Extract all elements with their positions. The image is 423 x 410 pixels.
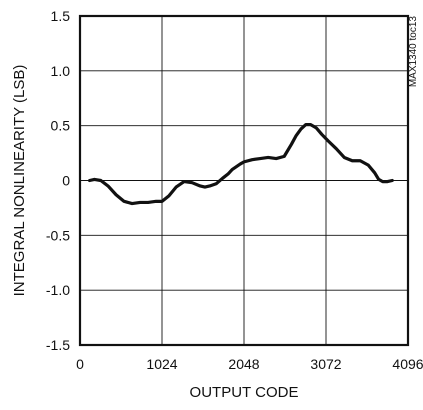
figure-id-label: MAX1340 toc13 [408,16,419,88]
y-tick-label: 0.5 [51,118,71,134]
x-axis-title: OUTPUT CODE [190,384,299,401]
y-tick-labels: 1.5 1.0 0.5 0 -0.5 -1.0 -1.5 [46,8,70,353]
x-tick-label: 0 [76,356,84,372]
frame-layer [78,14,410,347]
x-tick-label: 4096 [392,356,423,372]
series-layer [88,122,394,206]
x-tick-label: 1024 [146,356,177,372]
y-axis-title: INTEGRAL NONLINEARITY (LSB) [11,65,28,297]
y-tick-label: -1.0 [46,282,70,298]
plot-frame [78,14,410,347]
y-tick-label: -0.5 [46,227,70,243]
y-tick-label: -1.5 [46,337,70,353]
grid-layer [80,16,408,345]
y-tick-label: 0 [62,173,70,189]
x-tick-labels: 0 1024 2048 3072 4096 [76,356,423,372]
inl-series-line [88,122,394,206]
x-tick-label: 3072 [310,356,341,372]
x-tick-label: 2048 [228,356,259,372]
y-tick-label: 1.0 [51,63,71,79]
y-tick-label: 1.5 [51,8,71,24]
